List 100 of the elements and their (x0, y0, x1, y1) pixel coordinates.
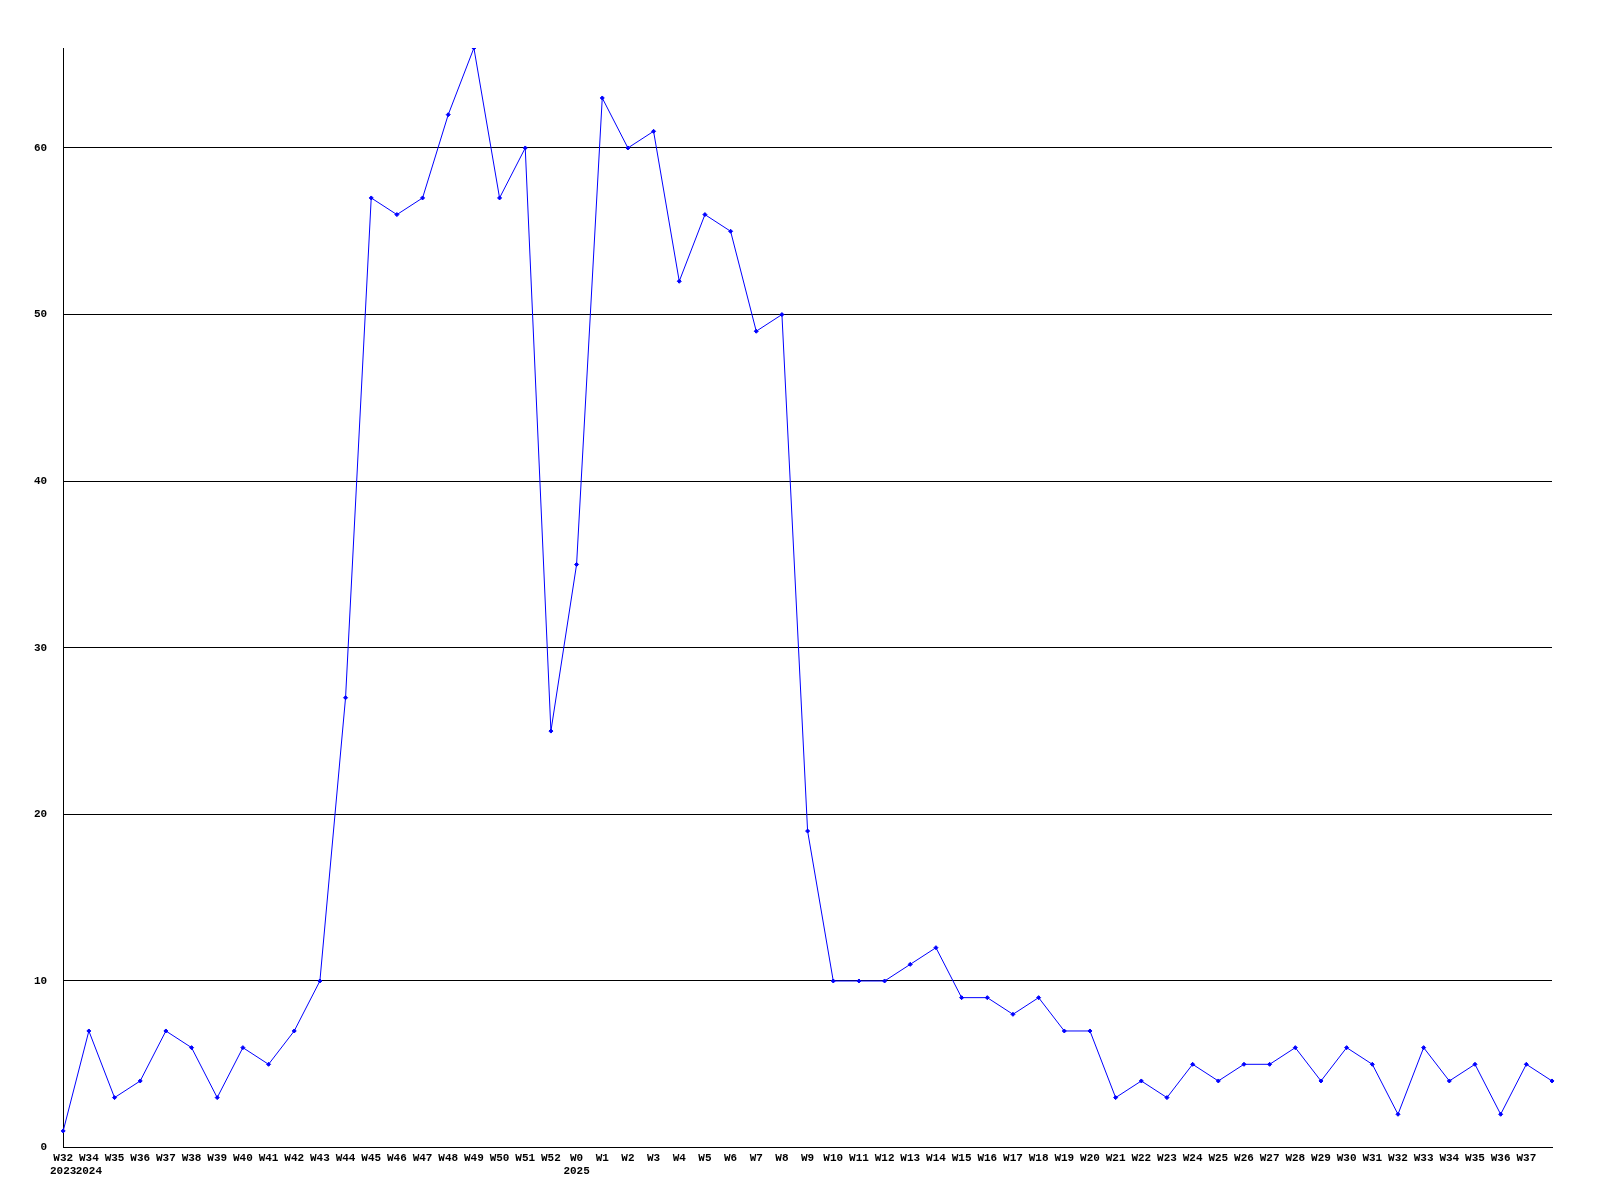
x-tick-label: W12 (874, 1151, 895, 1164)
x-tick-label: W25 (1208, 1151, 1229, 1164)
x-tick-label: W21 (1105, 1151, 1126, 1164)
x-tick-label: W36 (1490, 1151, 1511, 1164)
point (1292, 1045, 1298, 1051)
x-tick-label: W46 (386, 1151, 407, 1164)
point (1395, 1111, 1401, 1117)
x-tick-label: W28 (1285, 1151, 1306, 1164)
point (189, 1045, 195, 1051)
x-tick-label: W43 (309, 1151, 331, 1164)
y-tick-label: 40 (34, 474, 48, 487)
y-tick-label: 0 (40, 1141, 48, 1154)
x-tick-label: W52 (541, 1151, 561, 1164)
x-tick-label: W15 (951, 1151, 972, 1164)
y-tick-label: 10 (34, 974, 48, 987)
x-tick-label: W47 (412, 1151, 433, 1164)
x-tick-label: W4 (672, 1151, 687, 1164)
point (779, 312, 785, 318)
point (291, 1028, 297, 1034)
x-tick-label: W29 (1311, 1151, 1331, 1164)
x-tick-label: W6 (723, 1151, 738, 1164)
point (651, 128, 657, 134)
point (394, 212, 400, 218)
point (1523, 1061, 1529, 1067)
x-tick-label: W32 2023 (50, 1151, 77, 1178)
point (1036, 995, 1042, 1001)
y-tick-label: 50 (34, 308, 48, 321)
x-tick-label: W36 (130, 1151, 151, 1164)
x-tick-label: W50 (489, 1151, 510, 1164)
point (1369, 1061, 1375, 1067)
point (343, 695, 349, 701)
y-tick-label: 20 (34, 808, 48, 821)
point (1344, 1045, 1350, 1051)
point (753, 328, 759, 334)
point (984, 995, 990, 1001)
x-tick-label: W14 (926, 1151, 947, 1164)
point (1472, 1061, 1478, 1067)
point (728, 228, 734, 234)
point (907, 961, 913, 967)
x-tick-label: W2 (621, 1151, 635, 1164)
x-tick-label: W9 (801, 1151, 815, 1164)
x-tick-label: W0 2025 (563, 1151, 591, 1178)
point (1164, 1095, 1170, 1101)
point (60, 1128, 66, 1134)
point (266, 1061, 272, 1067)
x-tick-label: W17 (1003, 1151, 1023, 1164)
x-tick-label: W16 (977, 1151, 998, 1164)
x-tick-label: W33 (1413, 1151, 1434, 1164)
x-tick-label: W35 (104, 1151, 125, 1164)
x-tick-label: W7 (749, 1151, 763, 1164)
point (317, 978, 323, 984)
point (933, 945, 939, 951)
point (959, 995, 965, 1001)
point (574, 561, 580, 567)
point (1113, 1095, 1119, 1101)
y-tick-label: 60 (34, 141, 48, 154)
x-tick-label: W18 (1028, 1151, 1049, 1164)
x-tick-label: W5 (698, 1151, 712, 1164)
point (240, 1045, 246, 1051)
x-tick-label: W24 (1182, 1151, 1203, 1164)
point (1215, 1078, 1221, 1084)
point (112, 1095, 118, 1101)
x-tick-label: W11 (849, 1151, 870, 1164)
point (522, 145, 528, 151)
x-tick-label: W20 (1080, 1151, 1100, 1164)
point (830, 978, 836, 984)
x-tick-label: W38 (181, 1151, 202, 1164)
point (599, 95, 605, 101)
x-tick-label: W3 (646, 1151, 661, 1164)
y-tick-label: 30 (34, 641, 48, 654)
x-tick-label: W37 (155, 1151, 176, 1164)
point (702, 212, 708, 218)
x-tick-label: W42 (284, 1151, 305, 1164)
x-tick-label: W39 (207, 1151, 228, 1164)
point (497, 195, 503, 201)
x-tick-label: W30 (1336, 1151, 1357, 1164)
x-tick-label: W51 (515, 1151, 536, 1164)
point (625, 145, 631, 151)
point (1061, 1028, 1067, 1034)
point (137, 1078, 143, 1084)
x-tick-label: W10 (823, 1151, 844, 1164)
x-tick-label: W32 (1388, 1151, 1408, 1164)
point (368, 195, 374, 201)
x-tick-label: W41 (258, 1151, 279, 1164)
point (676, 278, 682, 284)
x-tick-label: W22 (1131, 1151, 1152, 1164)
x-tick-label: W23 (1157, 1151, 1178, 1164)
point (548, 728, 554, 734)
x-tick-label: W35 (1465, 1151, 1486, 1164)
point (805, 828, 811, 834)
point (420, 195, 426, 201)
x-tick-label: W37 (1516, 1151, 1537, 1164)
point (882, 978, 888, 984)
x-tick-label: W45 (361, 1151, 382, 1164)
x-tick-label: W8 (775, 1151, 789, 1164)
x-tick-label: W34 (1439, 1151, 1460, 1164)
point (163, 1028, 169, 1034)
point (445, 112, 451, 118)
x-tick-label: W26 (1234, 1151, 1254, 1164)
x-tick-label: W48 (438, 1151, 459, 1164)
